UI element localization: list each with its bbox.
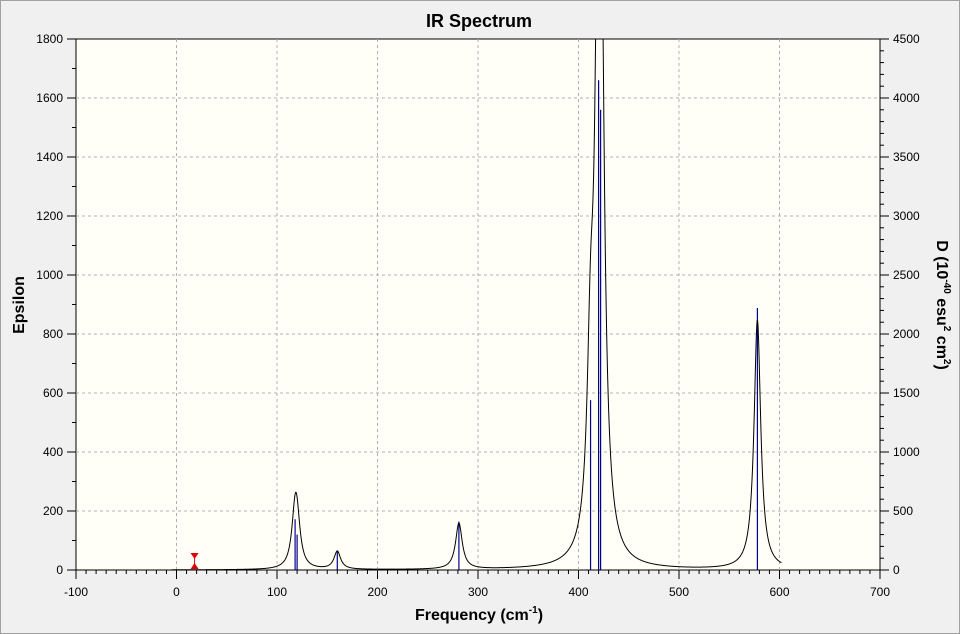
x-tick-label: 0	[173, 585, 180, 599]
x-tick-label: 600	[769, 585, 789, 599]
y2-tick-label: 2000	[893, 327, 920, 341]
x-axis-title: Frequency (cm-1)	[415, 605, 543, 624]
frequency-marker[interactable]	[190, 553, 199, 569]
y-tick-label: 400	[43, 445, 63, 459]
grid-lines	[76, 39, 880, 570]
y2-axis-title: D (10-40 esu2 cm2)	[933, 240, 952, 370]
y2-tick-label: 0	[893, 563, 900, 577]
x-axis: -100 0 100 200 300 400 500 600 700	[64, 570, 890, 599]
y2-tick-label: 3500	[893, 150, 920, 164]
y-tick-label: 0	[56, 563, 63, 577]
x-tick-label: 300	[468, 585, 488, 599]
spectrum-curve	[171, 38, 782, 571]
y2-tick-label: 2500	[893, 268, 920, 282]
x-tick-label: 700	[870, 585, 890, 599]
x-tick-label: 400	[568, 585, 588, 599]
stick-spectrum	[294, 80, 758, 570]
y-axis-left: 0 200 400 600 800 1000 1200 1400 1600 1800	[36, 32, 76, 577]
y2-tick-label: 4000	[893, 91, 920, 105]
y-tick-label: 1200	[36, 209, 63, 223]
marker-top-triangle	[190, 553, 199, 559]
y2-tick-label: 500	[893, 504, 913, 518]
y2-tick-label: 1500	[893, 386, 920, 400]
y-tick-label: 1000	[36, 268, 63, 282]
y-tick-label: 1600	[36, 91, 63, 105]
x-tick-label: 200	[367, 585, 387, 599]
x-tick-label: 500	[669, 585, 689, 599]
x-tick-label: 100	[267, 585, 287, 599]
marker-bottom-triangle	[190, 563, 199, 569]
y2-tick-label: 4500	[893, 32, 920, 46]
y-tick-label: 200	[43, 504, 63, 518]
y-axis-right: 0 500 1000 1500 2000 2500 3000 3500 4000 4500	[880, 32, 920, 577]
y-tick-label: 1400	[36, 150, 63, 164]
y2-tick-label: 1000	[893, 445, 920, 459]
x-tick-label: -100	[64, 585, 88, 599]
y-tick-label: 1800	[36, 32, 63, 46]
y-tick-label: 800	[43, 327, 63, 341]
y-tick-label: 600	[43, 386, 63, 400]
chart-title: IR Spectrum	[426, 11, 532, 31]
y2-tick-label: 3000	[893, 209, 920, 223]
y-axis-title: Epsilon	[11, 276, 28, 334]
